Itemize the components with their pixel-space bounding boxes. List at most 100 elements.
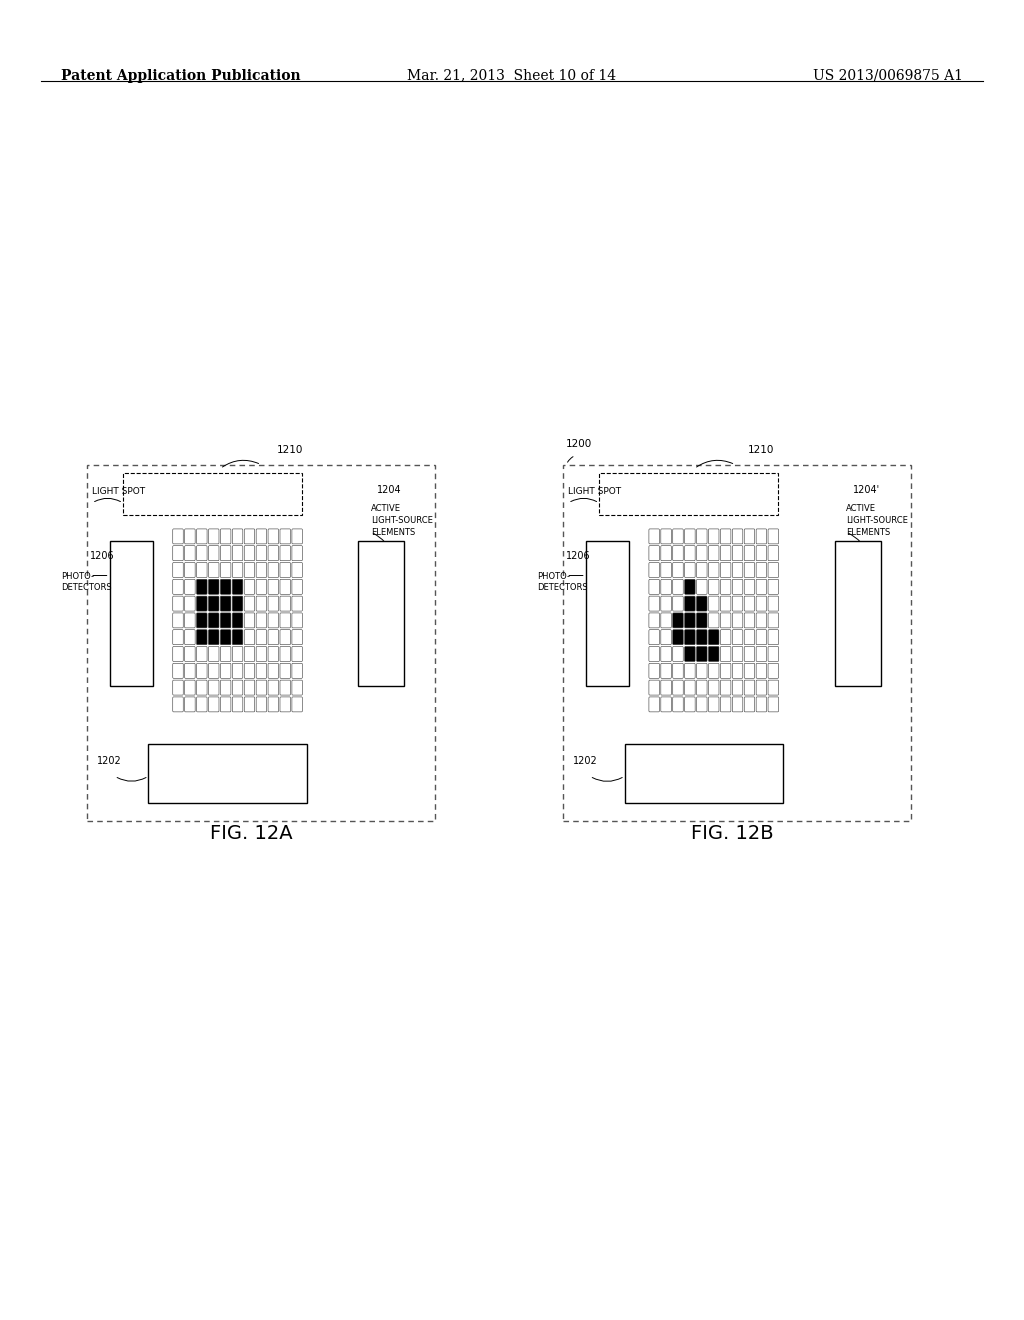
FancyBboxPatch shape — [292, 664, 302, 678]
FancyBboxPatch shape — [184, 680, 196, 696]
FancyBboxPatch shape — [245, 529, 255, 544]
FancyBboxPatch shape — [709, 664, 719, 678]
FancyBboxPatch shape — [184, 562, 196, 577]
FancyBboxPatch shape — [721, 664, 731, 678]
Text: LIGHT SPOT: LIGHT SPOT — [568, 487, 622, 496]
FancyBboxPatch shape — [721, 579, 731, 594]
FancyBboxPatch shape — [173, 647, 183, 661]
FancyBboxPatch shape — [768, 562, 778, 577]
FancyBboxPatch shape — [197, 697, 207, 711]
Text: 1202: 1202 — [97, 755, 122, 766]
FancyBboxPatch shape — [732, 612, 742, 628]
FancyBboxPatch shape — [721, 630, 731, 644]
FancyBboxPatch shape — [232, 597, 243, 611]
FancyBboxPatch shape — [220, 697, 230, 711]
FancyBboxPatch shape — [256, 579, 266, 594]
FancyBboxPatch shape — [721, 612, 731, 628]
FancyBboxPatch shape — [197, 647, 207, 661]
FancyBboxPatch shape — [660, 562, 672, 577]
FancyBboxPatch shape — [245, 630, 255, 644]
FancyBboxPatch shape — [721, 680, 731, 696]
FancyBboxPatch shape — [660, 529, 672, 544]
Bar — [110, 541, 153, 686]
Bar — [358, 541, 404, 686]
FancyBboxPatch shape — [197, 545, 207, 561]
FancyBboxPatch shape — [280, 579, 291, 594]
FancyBboxPatch shape — [220, 545, 230, 561]
FancyBboxPatch shape — [197, 562, 207, 577]
Text: 1206: 1206 — [566, 550, 591, 561]
FancyBboxPatch shape — [173, 630, 183, 644]
FancyBboxPatch shape — [732, 647, 742, 661]
FancyBboxPatch shape — [768, 612, 778, 628]
FancyBboxPatch shape — [673, 680, 683, 696]
Text: 1210: 1210 — [276, 445, 303, 455]
FancyBboxPatch shape — [268, 680, 279, 696]
FancyBboxPatch shape — [232, 579, 243, 594]
FancyBboxPatch shape — [280, 647, 291, 661]
FancyBboxPatch shape — [256, 664, 266, 678]
Text: ACTIVE
LIGHT-SOURCE
ELEMENTS: ACTIVE LIGHT-SOURCE ELEMENTS — [371, 504, 432, 537]
FancyBboxPatch shape — [256, 562, 266, 577]
FancyBboxPatch shape — [673, 529, 683, 544]
FancyBboxPatch shape — [685, 647, 695, 661]
FancyBboxPatch shape — [660, 647, 672, 661]
Text: 1206: 1206 — [90, 550, 115, 561]
FancyBboxPatch shape — [256, 529, 266, 544]
FancyBboxPatch shape — [744, 529, 755, 544]
Text: Mar. 21, 2013  Sheet 10 of 14: Mar. 21, 2013 Sheet 10 of 14 — [408, 69, 616, 83]
FancyBboxPatch shape — [685, 680, 695, 696]
FancyBboxPatch shape — [696, 529, 707, 544]
FancyBboxPatch shape — [709, 545, 719, 561]
FancyBboxPatch shape — [184, 597, 196, 611]
FancyBboxPatch shape — [173, 664, 183, 678]
FancyBboxPatch shape — [768, 647, 778, 661]
Text: 1210: 1210 — [748, 445, 774, 455]
FancyBboxPatch shape — [292, 612, 302, 628]
FancyBboxPatch shape — [649, 647, 659, 661]
FancyBboxPatch shape — [649, 597, 659, 611]
FancyBboxPatch shape — [280, 680, 291, 696]
Text: LIGHT SPOT: LIGHT SPOT — [92, 487, 145, 496]
FancyBboxPatch shape — [209, 529, 219, 544]
Bar — [148, 744, 307, 803]
FancyBboxPatch shape — [768, 630, 778, 644]
FancyBboxPatch shape — [209, 647, 219, 661]
FancyBboxPatch shape — [268, 697, 279, 711]
FancyBboxPatch shape — [744, 562, 755, 577]
FancyBboxPatch shape — [768, 697, 778, 711]
FancyBboxPatch shape — [685, 579, 695, 594]
FancyBboxPatch shape — [245, 597, 255, 611]
FancyBboxPatch shape — [232, 664, 243, 678]
FancyBboxPatch shape — [721, 597, 731, 611]
FancyBboxPatch shape — [732, 630, 742, 644]
Bar — [835, 541, 881, 686]
FancyBboxPatch shape — [660, 664, 672, 678]
FancyBboxPatch shape — [220, 562, 230, 577]
FancyBboxPatch shape — [673, 597, 683, 611]
FancyBboxPatch shape — [173, 612, 183, 628]
FancyBboxPatch shape — [649, 630, 659, 644]
Bar — [563, 465, 911, 821]
FancyBboxPatch shape — [220, 680, 230, 696]
Text: Patent Application Publication: Patent Application Publication — [61, 69, 301, 83]
FancyBboxPatch shape — [173, 597, 183, 611]
FancyBboxPatch shape — [649, 697, 659, 711]
FancyBboxPatch shape — [756, 562, 767, 577]
FancyBboxPatch shape — [184, 697, 196, 711]
FancyBboxPatch shape — [232, 697, 243, 711]
FancyBboxPatch shape — [292, 697, 302, 711]
FancyBboxPatch shape — [709, 680, 719, 696]
FancyBboxPatch shape — [173, 697, 183, 711]
FancyBboxPatch shape — [709, 612, 719, 628]
FancyBboxPatch shape — [220, 529, 230, 544]
FancyBboxPatch shape — [292, 680, 302, 696]
FancyBboxPatch shape — [673, 562, 683, 577]
FancyBboxPatch shape — [660, 680, 672, 696]
Text: US 2013/0069875 A1: US 2013/0069875 A1 — [813, 69, 963, 83]
FancyBboxPatch shape — [744, 647, 755, 661]
FancyBboxPatch shape — [709, 697, 719, 711]
FancyBboxPatch shape — [756, 612, 767, 628]
FancyBboxPatch shape — [732, 680, 742, 696]
FancyBboxPatch shape — [280, 612, 291, 628]
